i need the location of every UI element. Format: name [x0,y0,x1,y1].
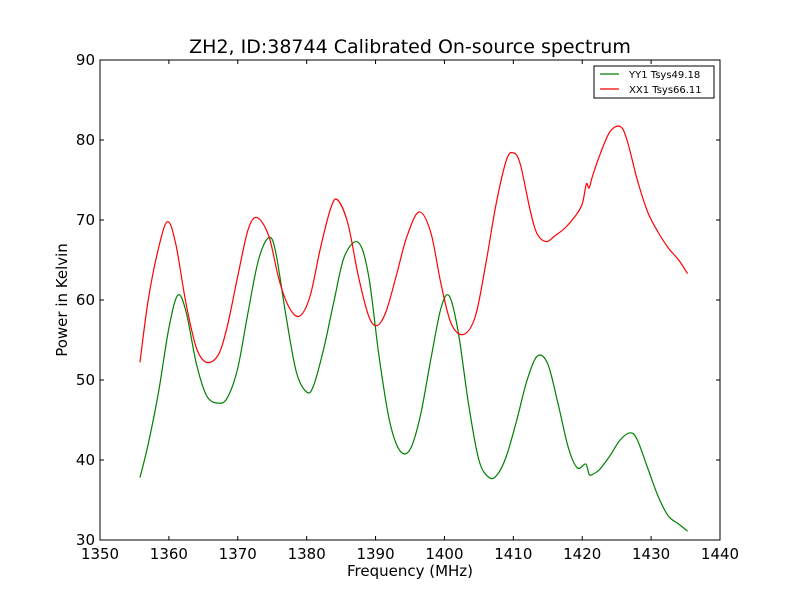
ticks-layer: 1350 1360 1370 1380 1390 1400 1410 1420 1430 1440… [76,51,739,563]
x-tick-label: 1440 [701,545,739,563]
x-tick-label: 1350 [81,545,119,563]
x-tick-label: 1420 [563,545,601,563]
y-tick-label: 30 [76,531,95,549]
x-tick-label: 1410 [494,545,532,563]
y-tick-label: 90 [76,51,95,69]
x-tick-label: 1390 [356,545,394,563]
series-line-yy1 [139,236,688,532]
x-axis-label: Frequency (MHz) [347,562,473,580]
y-tick-label: 50 [76,371,95,389]
series-line-xx1 [139,125,689,364]
x-tick-label: 1360 [150,545,188,563]
y-axis-label: Power in Kelvin [53,243,71,357]
y-tick-label: 80 [76,131,95,149]
series-layer [139,125,689,532]
legend-label-xx1: XX1 Tsys66.11 [629,85,702,96]
y-tick-label: 60 [76,291,95,309]
legend-label-yy1: YY1 Tsys49.18 [628,70,700,81]
x-tick-label: 1380 [288,545,326,563]
x-tick-label: 1370 [219,545,257,563]
chart-title: ZH2, ID:38744 Calibrated On-source spect… [189,36,631,58]
x-tick-label: 1400 [425,545,463,563]
legend-box [593,65,715,99]
y-tick-label: 40 [76,451,95,469]
legend: YY1 Tsys49.18 XX1 Tsys66.11 [593,65,715,99]
y-tick-label: 70 [76,211,95,229]
x-tick-label: 1430 [632,545,670,563]
